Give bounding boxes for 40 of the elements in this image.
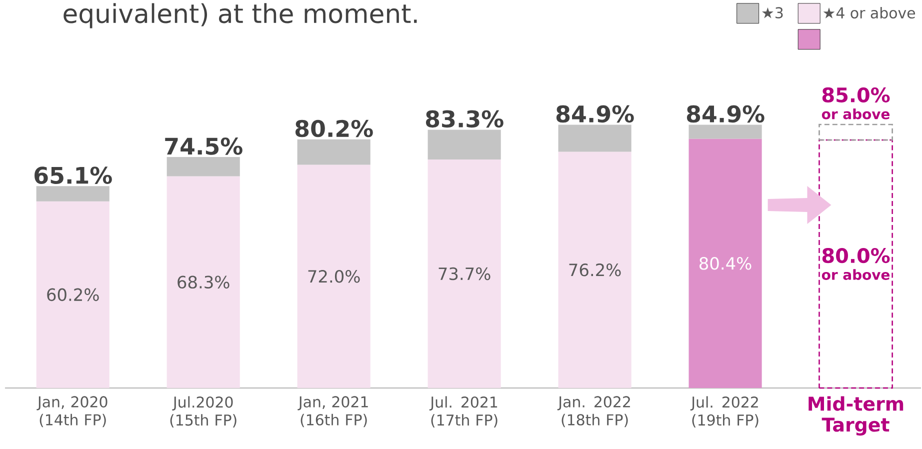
bar — [428, 160, 501, 388]
x-tick-label: Mid-term Target — [808, 396, 904, 436]
bar — [428, 130, 501, 160]
x-tick-label: Jul. 2021 (17th FP) — [429, 396, 498, 428]
bar — [36, 186, 110, 202]
total-label: 84.9% — [686, 105, 764, 123]
bar — [688, 138, 762, 388]
x-tick-label: Jul.2020 (15th FP) — [170, 396, 236, 428]
bar — [297, 139, 370, 165]
data-label: 73.7% — [438, 267, 490, 280]
x-tick-label: Jan, 2021 (16th FP) — [298, 396, 368, 428]
data-label: 80.4% — [700, 256, 752, 270]
bar — [297, 164, 370, 388]
total-label: 83.3% — [426, 110, 504, 128]
chart-title: equivalent) at the moment. — [64, 3, 417, 28]
x-tick-label: Jan. 2022 (18th FP) — [557, 396, 630, 428]
data-label: 68.3% — [178, 276, 230, 289]
data-label: 72.0% — [308, 270, 360, 283]
bar — [818, 139, 893, 389]
x-tick-label: Jul. 2022 (19th FP) — [690, 396, 758, 428]
bar — [166, 157, 240, 176]
total-label: 80.2% — [295, 120, 373, 138]
legend-label: ★4 or above — [823, 6, 915, 19]
text: or above — [822, 108, 890, 120]
text: 85.0% — [822, 87, 890, 102]
total-label: 74.5% — [165, 138, 242, 155]
legend-label: ★3 — [762, 7, 783, 18]
x-tick-label: Jan, 2020 (14th FP) — [36, 396, 108, 428]
annotation: 80.0% — [822, 248, 890, 264]
data-label: 60.2% — [47, 288, 99, 302]
bar — [558, 152, 632, 388]
total-label: 84.9% — [556, 105, 634, 123]
bar — [688, 124, 762, 139]
annotation: or above — [822, 269, 890, 280]
bar — [166, 176, 240, 388]
bar — [558, 124, 632, 152]
bar — [36, 201, 110, 388]
data-label: 76.2% — [569, 263, 621, 276]
total-label: 65.1% — [34, 166, 112, 184]
bar — [818, 124, 893, 141]
